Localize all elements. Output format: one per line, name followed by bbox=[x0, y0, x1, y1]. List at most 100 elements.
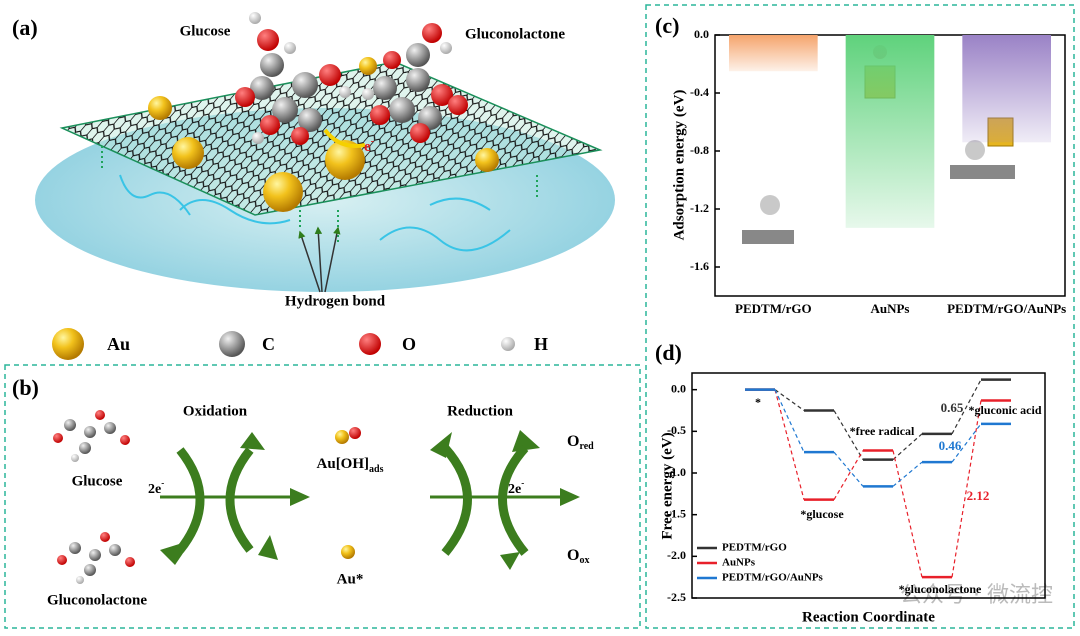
panel-b: (b) Glucose Gluconolactone Oxidation Red… bbox=[4, 364, 641, 629]
bar bbox=[729, 35, 818, 72]
electron-path bbox=[323, 128, 366, 148]
legend-label: PEDTM/rGO bbox=[722, 542, 787, 554]
polymer bbox=[119, 174, 511, 252]
connector bbox=[951, 423, 982, 463]
connector bbox=[774, 389, 805, 500]
panel-label: (b) bbox=[12, 375, 39, 400]
oxidation-arrows bbox=[176, 447, 254, 553]
legend-o: O bbox=[402, 334, 416, 354]
legend-h: H bbox=[534, 334, 548, 354]
state-label: * bbox=[755, 395, 761, 409]
electrons-left: 2e- bbox=[148, 478, 164, 497]
hbond-arrows bbox=[298, 226, 341, 293]
plot-frame bbox=[691, 372, 1046, 599]
y-tick-label: -0.4 bbox=[690, 85, 709, 99]
o-ox-label: Oox bbox=[567, 547, 589, 567]
y-axis-label: Free energy (eV) bbox=[659, 432, 675, 539]
connector bbox=[774, 389, 805, 453]
y-tick-label: -1.6 bbox=[690, 259, 709, 273]
electrons-main: 2e bbox=[148, 482, 161, 497]
panel-a: (a) Glucose Gluconolactone e- Hydrogen b… bbox=[12, 12, 615, 360]
x-tick-label: PEDTM/rGO bbox=[735, 301, 812, 316]
annotation: 2.12 bbox=[967, 488, 990, 503]
o-icon bbox=[359, 333, 381, 355]
watermark: 公众号 · 微流控 bbox=[900, 583, 1053, 608]
au-oh-label: Au[OH]ads bbox=[317, 456, 384, 475]
y-tick-label: 0.0 bbox=[694, 27, 709, 41]
hydrogen-bonds bbox=[101, 146, 538, 245]
gluconolactone-label: Gluconolactone bbox=[465, 26, 565, 42]
legend-au: Au bbox=[107, 334, 130, 354]
electron-sup: - bbox=[371, 136, 374, 147]
state-label: *glucose bbox=[800, 507, 844, 521]
o-red-label: Ored bbox=[567, 433, 594, 453]
state-label: *gluconolactone bbox=[899, 582, 982, 596]
y-tick-label: -1.5 bbox=[667, 506, 686, 520]
connector bbox=[774, 389, 805, 411]
o-main: O bbox=[567, 433, 579, 450]
panel-label: (d) bbox=[655, 340, 682, 365]
h-icon bbox=[501, 337, 515, 351]
x-axis-label: Reaction Coordinate bbox=[802, 609, 935, 625]
au-icon bbox=[52, 328, 84, 360]
o-sub: red bbox=[579, 441, 594, 452]
x-tick-label: AuNPs bbox=[870, 301, 909, 316]
y-tick-label: -2.5 bbox=[667, 590, 686, 604]
au-star-label: Au* bbox=[337, 571, 364, 587]
connector bbox=[892, 461, 923, 487]
hbond-label: Hydrogen bond bbox=[285, 293, 386, 309]
panel-frame bbox=[4, 364, 641, 629]
electron-main: e bbox=[364, 139, 371, 155]
panel-label: (c) bbox=[655, 13, 679, 38]
electrons-right: 2e- bbox=[508, 478, 524, 497]
panel-label: (a) bbox=[12, 15, 38, 40]
connector bbox=[833, 450, 864, 500]
electron-label: e- bbox=[364, 136, 374, 155]
glucose-molecule bbox=[235, 12, 351, 145]
electrons-sup: - bbox=[161, 478, 164, 488]
state-label: *gluconic acid bbox=[968, 403, 1041, 417]
glucose-icon bbox=[53, 410, 130, 462]
y-tick-label: -1.2 bbox=[690, 201, 709, 215]
o-sub: ox bbox=[579, 555, 589, 566]
annotation: 0.65 bbox=[941, 400, 964, 415]
y-tick-label: -0.5 bbox=[667, 423, 686, 437]
connector bbox=[833, 451, 864, 487]
au-particles bbox=[148, 57, 499, 212]
y-axis-label: Adsorption energy (eV) bbox=[671, 90, 687, 241]
reduction-arrows bbox=[441, 444, 529, 556]
oxidation-label: Oxidation bbox=[183, 403, 248, 419]
electrons-sup: - bbox=[521, 478, 524, 488]
au-oh-icon bbox=[335, 430, 349, 444]
au-star-icon bbox=[341, 545, 355, 559]
connector bbox=[951, 400, 982, 578]
x-tick-label: PEDTM/rGO/AuNPs bbox=[947, 301, 1066, 316]
y-tick-label: -1.0 bbox=[667, 465, 686, 479]
y-tick-label: -2.0 bbox=[667, 548, 686, 562]
glucose-label: Glucose bbox=[72, 473, 123, 489]
gluconolactone-icon bbox=[57, 532, 135, 584]
state-label: *free radical bbox=[850, 424, 915, 438]
c-icon bbox=[219, 331, 245, 357]
gluconolactone-molecule bbox=[362, 23, 468, 143]
electrons-main: 2e bbox=[508, 482, 521, 497]
legend-c: C bbox=[262, 334, 275, 354]
annotation: 0.46 bbox=[939, 438, 962, 453]
o-main: O bbox=[567, 547, 579, 564]
connector bbox=[833, 410, 864, 460]
reduction-label: Reduction bbox=[447, 403, 513, 419]
connector bbox=[951, 379, 982, 435]
gluconolactone-label: Gluconolactone bbox=[47, 592, 147, 608]
legend-label: AuNPs bbox=[722, 557, 756, 569]
y-tick-label: 0.0 bbox=[671, 381, 686, 395]
connector bbox=[892, 450, 923, 578]
y-tick-label: -0.8 bbox=[690, 143, 709, 157]
au-oh-sub: ads bbox=[369, 464, 384, 475]
bar bbox=[962, 35, 1051, 143]
oh-icon bbox=[349, 427, 361, 439]
bar bbox=[845, 35, 935, 228]
legend-label: PEDTM/rGO/AuNPs bbox=[722, 572, 824, 584]
panel-frame bbox=[645, 4, 1075, 629]
